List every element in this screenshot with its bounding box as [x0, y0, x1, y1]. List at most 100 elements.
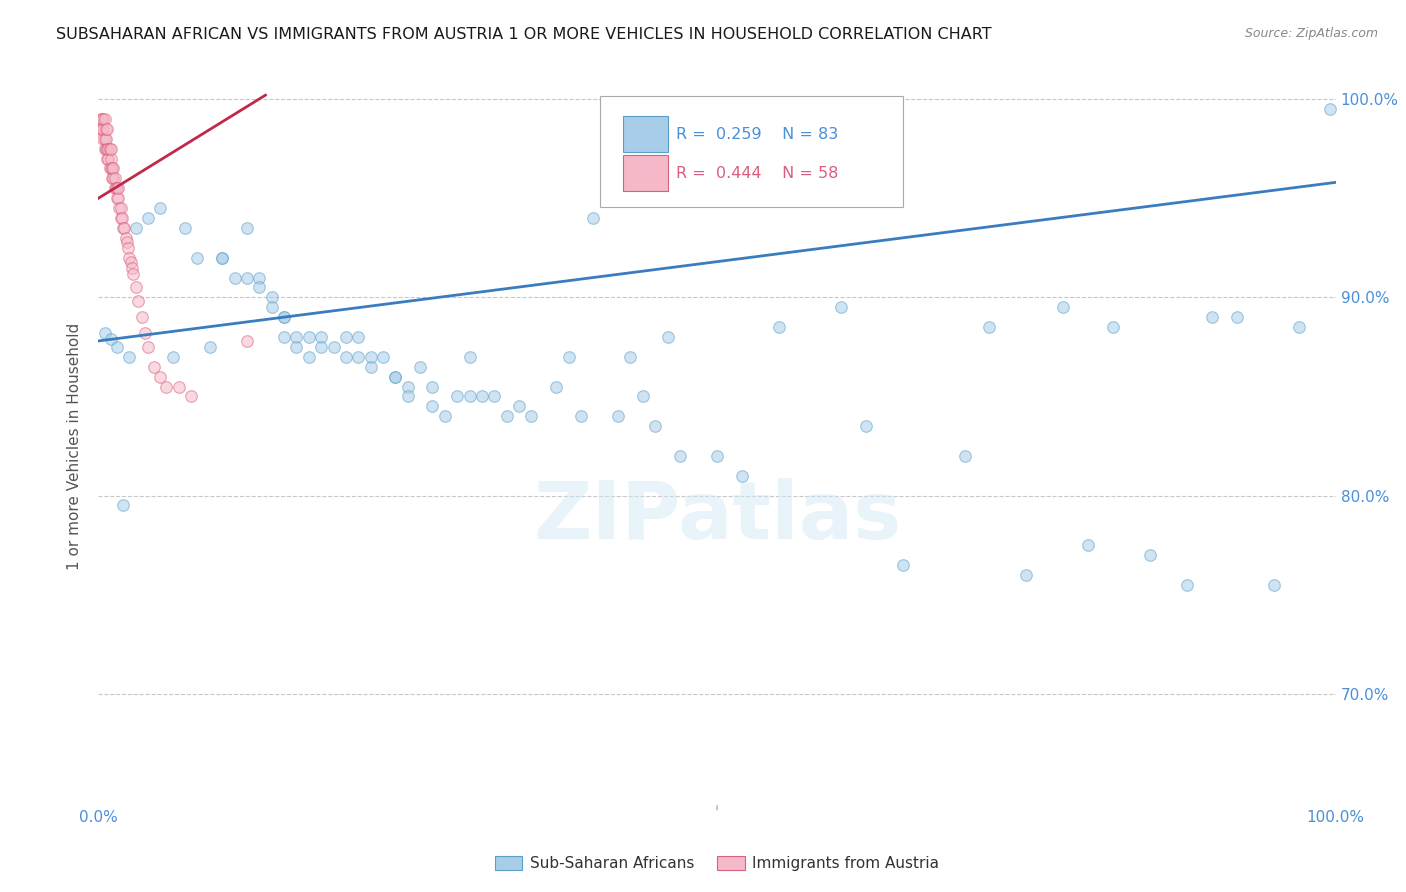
Point: [273, 310, 295, 325]
Legend: Sub-Saharan Africans, Immigrants from Austria: Sub-Saharan Africans, Immigrants from Au…: [489, 849, 945, 877]
Point: [98, 142, 121, 156]
Point: [1015, 567, 1038, 582]
Point: [90, 121, 112, 136]
Point: [127, 294, 149, 309]
Point: [114, 231, 136, 245]
Point: [105, 181, 128, 195]
Point: [360, 350, 382, 364]
Point: [103, 161, 125, 176]
Point: [103, 171, 125, 186]
Point: [118, 350, 141, 364]
Text: Source: ZipAtlas.com: Source: ZipAtlas.com: [1244, 27, 1378, 40]
Point: [1139, 548, 1161, 562]
Point: [236, 221, 259, 235]
Point: [112, 499, 135, 513]
Point: [93, 121, 115, 136]
Point: [93, 112, 115, 126]
Point: [569, 409, 592, 424]
Point: [422, 400, 444, 414]
Point: [260, 290, 283, 304]
Point: [211, 251, 233, 265]
Point: [236, 334, 259, 348]
Point: [98, 161, 121, 176]
Point: [186, 251, 208, 265]
Point: [953, 449, 976, 463]
Point: [520, 409, 543, 424]
Point: [112, 221, 135, 235]
Point: [149, 201, 172, 215]
Point: [855, 419, 877, 434]
Point: [247, 280, 270, 294]
Point: [93, 132, 115, 146]
Point: [96, 152, 118, 166]
Point: [162, 350, 184, 364]
Text: ZIPatlas: ZIPatlas: [533, 478, 901, 557]
Point: [285, 340, 308, 354]
Point: [93, 112, 115, 126]
Point: [149, 369, 172, 384]
Point: [155, 379, 177, 393]
Point: [285, 330, 308, 344]
Point: [458, 350, 481, 364]
Point: [100, 161, 122, 176]
Point: [1102, 320, 1125, 334]
Point: [433, 409, 456, 424]
Point: [131, 310, 153, 325]
Point: [247, 270, 270, 285]
Point: [644, 419, 666, 434]
Point: [90, 112, 112, 126]
Point: [631, 389, 654, 403]
Point: [121, 260, 143, 275]
Point: [335, 330, 357, 344]
Point: [309, 340, 332, 354]
Point: [1288, 320, 1310, 334]
Point: [830, 300, 852, 314]
Point: [1052, 300, 1074, 314]
Point: [174, 221, 197, 235]
Point: [115, 235, 138, 249]
Point: [273, 330, 295, 344]
Point: [111, 211, 134, 225]
Point: [557, 350, 579, 364]
Point: [236, 270, 259, 285]
Point: [347, 350, 370, 364]
Point: [1201, 310, 1223, 325]
Point: [94, 121, 117, 136]
Point: [91, 121, 114, 136]
Point: [122, 267, 145, 281]
Point: [110, 201, 132, 215]
Point: [143, 359, 166, 374]
Point: [446, 389, 468, 403]
Point: [422, 379, 444, 393]
Point: [108, 201, 131, 215]
Point: [409, 359, 432, 374]
Point: [136, 340, 159, 354]
Point: [93, 132, 115, 146]
Point: [360, 359, 382, 374]
Point: [118, 251, 141, 265]
Point: [104, 181, 127, 195]
Point: [93, 326, 115, 340]
FancyBboxPatch shape: [623, 155, 668, 191]
Point: [97, 152, 120, 166]
Point: [105, 340, 128, 354]
Point: [117, 241, 139, 255]
Point: [396, 379, 419, 393]
Point: [180, 389, 202, 403]
Point: [211, 251, 233, 265]
Point: [768, 320, 790, 334]
Point: [100, 142, 122, 156]
Point: [105, 191, 128, 205]
Point: [669, 449, 692, 463]
Point: [94, 142, 117, 156]
Point: [91, 112, 114, 126]
Point: [1175, 578, 1198, 592]
Point: [495, 409, 517, 424]
FancyBboxPatch shape: [599, 96, 903, 207]
Point: [1319, 102, 1341, 116]
Point: [101, 171, 124, 186]
Point: [322, 340, 344, 354]
Point: [298, 350, 321, 364]
Point: [93, 142, 115, 156]
Point: [607, 409, 630, 424]
